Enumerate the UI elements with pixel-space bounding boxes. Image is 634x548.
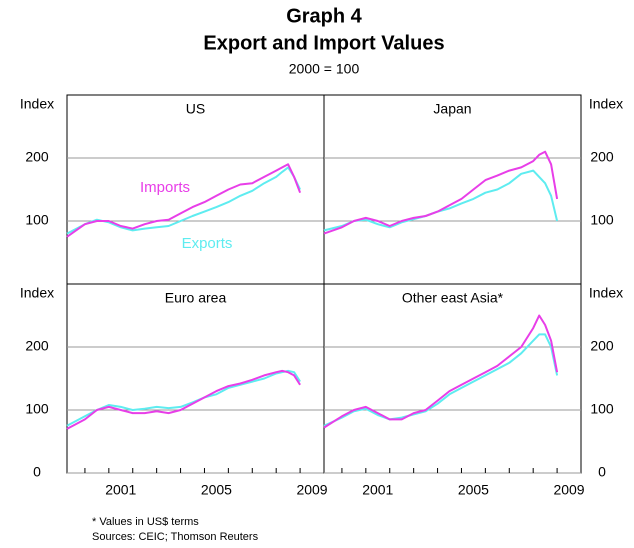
y-tick-label: 100 xyxy=(25,401,49,417)
panel-frame xyxy=(66,94,325,285)
series-label: Imports xyxy=(140,179,190,196)
y-axis-label: Index xyxy=(20,96,54,112)
sources: Sources: CEIC; Thomson Reuters xyxy=(92,531,259,543)
y-tick-label: 100 xyxy=(590,401,614,417)
chart-title: Export and Import Values xyxy=(203,32,444,54)
y-tick-label: 200 xyxy=(590,149,614,165)
y-tick-label: 200 xyxy=(590,338,614,354)
panel-title: Euro area xyxy=(165,290,227,306)
y-tick-label: 0 xyxy=(598,464,606,480)
panel-frame xyxy=(66,283,325,474)
footnote: * Values in US$ terms xyxy=(92,516,199,528)
base-note: 2000 = 100 xyxy=(289,61,360,77)
x-tick-label: 2009 xyxy=(553,482,584,498)
panel-frame xyxy=(323,94,582,285)
x-tick-label: 2001 xyxy=(105,482,136,498)
panel-title: Japan xyxy=(433,101,471,117)
panel-title: Other east Asia* xyxy=(402,290,504,306)
y-tick-label: 100 xyxy=(590,212,614,228)
x-tick-label: 2001 xyxy=(362,482,393,498)
series-line xyxy=(66,369,301,427)
y-tick-label: 200 xyxy=(25,338,49,354)
graph-number: Graph 4 xyxy=(286,5,362,27)
series-line xyxy=(66,369,301,430)
x-tick-label: 2005 xyxy=(458,482,489,498)
series-line xyxy=(323,333,559,427)
y-tick-label: 0 xyxy=(33,464,41,480)
panel-title: US xyxy=(186,101,205,117)
panel-frame xyxy=(323,283,582,474)
y-tick-label: 100 xyxy=(25,212,49,228)
series-line xyxy=(323,150,559,235)
series-label: Exports xyxy=(182,235,233,252)
y-axis-label: Index xyxy=(20,285,54,301)
x-tick-label: 2009 xyxy=(296,482,327,498)
series-line xyxy=(66,166,302,235)
y-tick-label: 200 xyxy=(25,149,49,165)
y-axis-label: Index xyxy=(589,285,623,301)
x-tick-label: 2005 xyxy=(201,482,232,498)
series-line xyxy=(323,169,559,232)
series-line xyxy=(323,314,559,429)
y-axis-label: Index xyxy=(589,96,623,112)
series-line xyxy=(66,163,302,238)
